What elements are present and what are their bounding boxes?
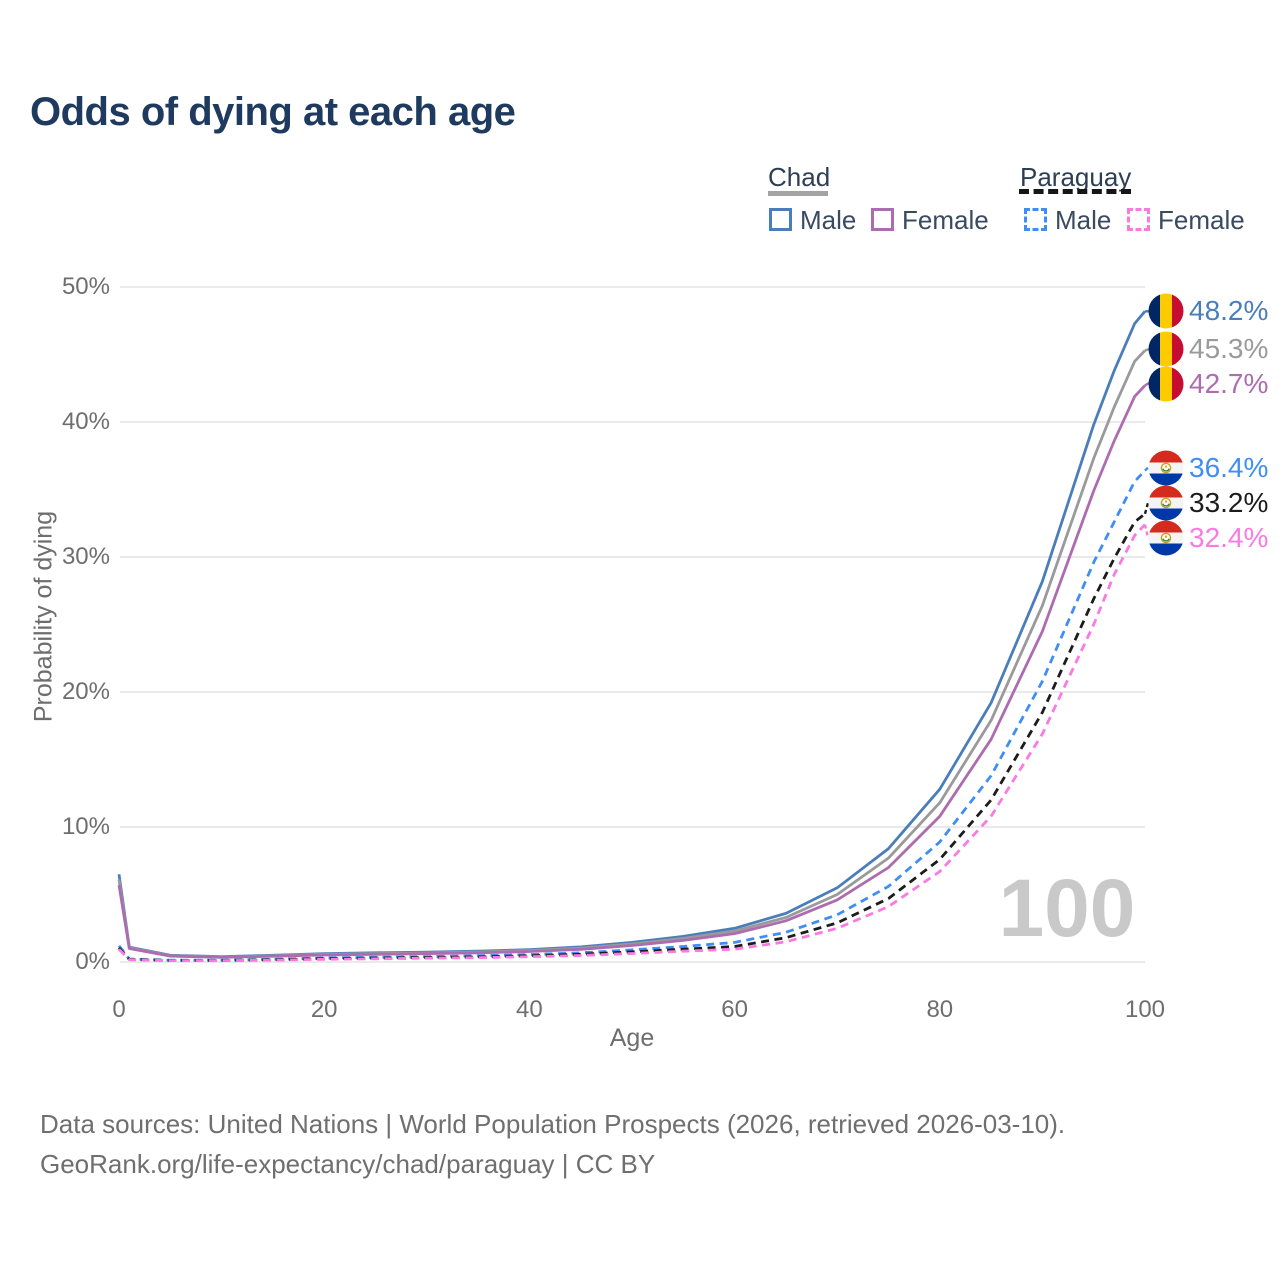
end-value-label-chad-male: 48.2%	[1189, 295, 1269, 327]
chad-flag-icon	[1148, 293, 1184, 329]
y-tick-label-0%: 0%	[75, 948, 110, 975]
legend-swatch-paraguay-female[interactable]	[1127, 208, 1150, 231]
end-value-label-chad-female: 42.7%	[1189, 367, 1269, 399]
legend-label-chad-female[interactable]: Female	[902, 205, 989, 235]
y-axis-title: Probability of dying	[29, 510, 58, 723]
legend-group-chad[interactable]: Chad	[768, 162, 831, 192]
x-tick-label-40: 40	[516, 996, 543, 1023]
chad-flag-icon	[1148, 331, 1184, 367]
end-value-label-paraguay: 33.2%	[1189, 486, 1269, 518]
y-tick-label-50%: 50%	[61, 273, 110, 300]
paraguay-flag-icon	[1148, 450, 1184, 486]
hovered-age-watermark: 100	[998, 863, 1136, 954]
chad-flag-icon	[1148, 366, 1184, 402]
series-line-chad-male	[117, 310, 1147, 958]
chad-line-style-sample	[768, 191, 828, 196]
x-tick-label-60: 60	[721, 996, 748, 1023]
x-tick-label-0: 0	[112, 996, 126, 1023]
legend-swatch-chad-male[interactable]	[769, 208, 792, 231]
y-tick-label-30%: 30%	[61, 543, 110, 570]
chart-title: Odds of dying at each age	[30, 90, 516, 134]
paraguay-flag-icon	[1148, 485, 1184, 521]
data-sources-note: Data sources: United Nations | World Pop…	[40, 1109, 1066, 1139]
legend-swatch-chad-female[interactable]	[871, 208, 894, 231]
paraguay-flag-icon	[1148, 520, 1184, 556]
legend-label-paraguay-male[interactable]: Male	[1055, 205, 1112, 235]
end-value-label-paraguay-male: 36.4%	[1189, 451, 1269, 483]
end-value-label-paraguay-female: 32.4%	[1189, 521, 1269, 553]
attribution-note: GeoRank.org/life-expectancy/chad/paragua…	[40, 1149, 656, 1179]
y-tick-label-40%: 40%	[61, 408, 110, 435]
paraguay-line-style-sample	[1019, 189, 1131, 194]
x-tick-label-20: 20	[310, 996, 338, 1023]
y-tick-label-10%: 10%	[61, 813, 110, 840]
x-tick-label-100: 100	[1124, 996, 1166, 1023]
legend-swatch-paraguay-male[interactable]	[1024, 208, 1047, 231]
end-value-label-chad: 45.3%	[1189, 333, 1269, 365]
x-axis-title: Age	[609, 1024, 655, 1052]
legend-label-chad-male[interactable]: Male	[800, 205, 857, 235]
y-tick-label-20%: 20%	[61, 678, 110, 705]
legend-label-paraguay-female[interactable]: Female	[1158, 205, 1245, 235]
legend-group-paraguay[interactable]: Paraguay	[1020, 162, 1132, 192]
x-tick-label-80: 80	[926, 996, 954, 1023]
